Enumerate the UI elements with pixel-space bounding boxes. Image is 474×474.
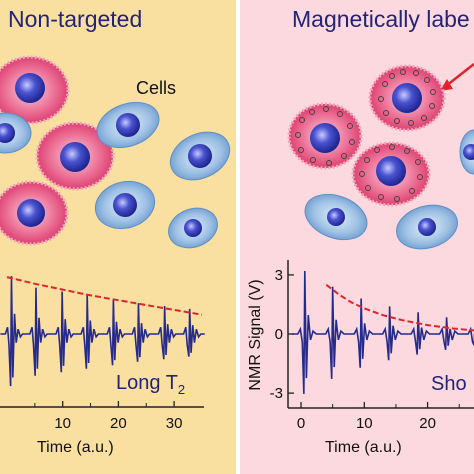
non-targeted-panel: Non-targeted Cells	[0, 0, 236, 474]
x-tick-label: 20	[110, 415, 127, 432]
x-axis-label: Time (a.u.)	[37, 439, 114, 456]
tumor-cell	[0, 180, 69, 246]
x-axis-label: Time (a.u.)	[325, 439, 402, 456]
panel-title: Non-targeted	[8, 6, 143, 32]
normal-cell	[396, 204, 458, 250]
y-tick-label: -3	[270, 385, 283, 402]
labeled-tumor-cell	[351, 141, 431, 207]
x-tick-label: 10	[356, 415, 373, 432]
decay-envelope	[325, 284, 474, 332]
magnetically-labeled-panel: Magnetically labe	[240, 0, 474, 474]
decay-envelope	[6, 276, 203, 316]
x-tick-label: 20	[419, 415, 436, 432]
arrowhead-icon	[440, 79, 453, 91]
left-nmr-chart: 10 20 30 Time (a.u.)	[0, 276, 205, 456]
panel-title: Magnetically labe	[292, 6, 470, 32]
normal-cell	[94, 180, 156, 230]
labeled-tumor-cell	[287, 102, 363, 170]
x-tick-label: 10	[54, 415, 71, 432]
nmr-signal	[0, 276, 205, 387]
cells-illustration	[0, 55, 231, 249]
x-tick-label: 30	[166, 415, 183, 432]
normal-cell	[459, 129, 474, 175]
normal-cell	[169, 131, 231, 181]
labeled-cells-illustration	[287, 63, 474, 250]
arrow-icon	[445, 63, 474, 87]
y-tick-label: 3	[275, 267, 283, 284]
y-axis-label: NMR Signal (V)	[247, 279, 264, 390]
y-tick-label: 0	[275, 326, 283, 343]
labeled-tumor-cell	[368, 64, 446, 132]
relaxation-label: Sho	[431, 373, 467, 395]
tumor-cell	[0, 55, 70, 125]
tumor-cell	[35, 121, 115, 191]
normal-cell	[0, 112, 32, 154]
relaxation-label: Long T2	[116, 372, 186, 397]
nmr-signal	[291, 270, 474, 394]
cells-label: Cells	[136, 78, 177, 98]
normal-cell	[168, 207, 218, 249]
x-tick-label: 0	[297, 415, 305, 432]
normal-cell	[96, 101, 160, 149]
normal-cell	[304, 193, 368, 241]
